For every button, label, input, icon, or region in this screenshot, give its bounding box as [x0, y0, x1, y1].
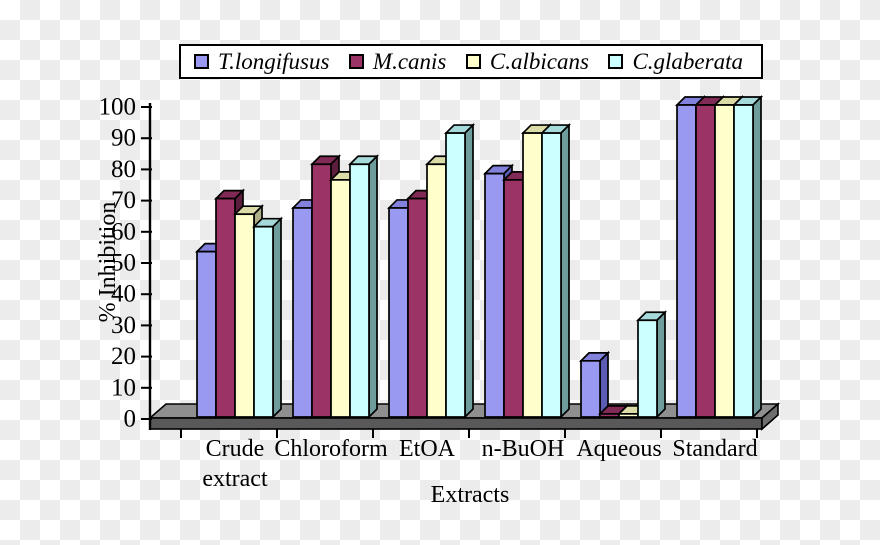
bar-etoa	[407, 197, 428, 418]
y-tick-label: 70	[111, 187, 136, 214]
legend-swatch	[465, 54, 481, 69]
bar-etoa	[388, 207, 409, 418]
floor-side	[761, 402, 779, 431]
legend-label: T.longifusus	[218, 49, 330, 74]
y-axis-title: % Inhibition	[95, 201, 121, 323]
bar-side	[368, 154, 378, 420]
bar-aqueous	[580, 359, 601, 418]
x-category-label: Crude	[206, 436, 265, 462]
legend-swatch	[194, 54, 209, 69]
legend-label: C.glaberata	[632, 49, 743, 74]
bar-chloroform	[292, 207, 313, 418]
y-tick-label: 30	[111, 312, 136, 339]
y-tick-label: 100	[99, 94, 137, 121]
legend-swatch	[348, 54, 364, 69]
bar-standard	[733, 104, 754, 418]
legend-item-c-glaberata: C.glaberata	[608, 50, 743, 73]
bar-standard	[676, 104, 697, 418]
bar-standard	[695, 104, 716, 418]
y-tick-label: 50	[111, 250, 136, 277]
legend-label: C.albicans	[489, 49, 589, 74]
bar-crude-extract	[196, 250, 217, 418]
bar-crude-extract	[234, 213, 255, 418]
y-tick-label: 80	[111, 156, 136, 183]
legend-item-t-longifusus: T.longifusus	[194, 50, 329, 73]
bar-chloroform	[349, 163, 370, 418]
floor-front	[149, 417, 763, 430]
bar-n-buoh	[503, 179, 524, 418]
y-tick-label: 20	[111, 343, 136, 370]
x-axis-title: Extracts	[430, 482, 510, 508]
bar-aqueous	[637, 319, 658, 418]
bar-side	[656, 310, 666, 420]
bar-chloroform	[330, 179, 351, 418]
bar-n-buoh	[484, 172, 505, 418]
bar-aqueous	[618, 413, 639, 418]
bar-aqueous	[599, 413, 620, 418]
legend-label: M.canis	[372, 49, 447, 74]
legend: T.longifusus M.canis C.albicans C.glaberata	[179, 44, 763, 79]
bar-side	[560, 123, 570, 420]
bar-crude-extract	[215, 197, 236, 418]
y-tick-label: 40	[111, 281, 136, 308]
x-category-label: Standard	[672, 436, 757, 462]
bar-side	[752, 94, 762, 420]
legend-item-c-albicans: C.albicans	[465, 49, 589, 74]
x-category-label: n-BuOH	[482, 436, 565, 462]
y-tick-label: 0	[124, 406, 137, 433]
x-category-label: Chloroform	[274, 436, 388, 462]
x-category-label: EtOA	[399, 436, 456, 462]
x-category-label: Aqueous	[576, 436, 661, 462]
bar-n-buoh	[522, 132, 543, 418]
bar-etoa	[426, 163, 447, 418]
y-tick-label: 90	[111, 125, 136, 152]
bar-standard	[714, 104, 735, 418]
bar-chloroform	[311, 163, 332, 418]
bar-side	[272, 216, 282, 420]
legend-swatch	[608, 54, 624, 69]
bar-etoa	[445, 132, 466, 418]
y-tick-label: 60	[111, 218, 136, 245]
y-tick-label: 10	[111, 374, 136, 401]
x-category-label: extract	[202, 466, 268, 492]
bar-crude-extract	[253, 225, 274, 418]
bar-side	[464, 123, 474, 420]
bar-n-buoh	[541, 132, 562, 418]
legend-item-m-canis: M.canis	[348, 49, 447, 74]
